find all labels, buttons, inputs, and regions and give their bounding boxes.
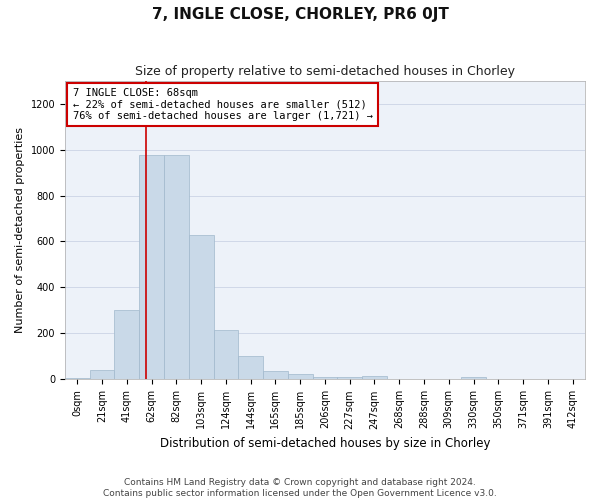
Bar bbox=[461, 377, 486, 380]
Bar bbox=[362, 376, 387, 380]
X-axis label: Distribution of semi-detached houses by size in Chorley: Distribution of semi-detached houses by … bbox=[160, 437, 490, 450]
Bar bbox=[164, 156, 189, 380]
Bar bbox=[238, 356, 263, 380]
Bar bbox=[263, 372, 288, 380]
Bar bbox=[89, 370, 115, 380]
Text: 7, INGLE CLOSE, CHORLEY, PR6 0JT: 7, INGLE CLOSE, CHORLEY, PR6 0JT bbox=[152, 8, 448, 22]
Bar bbox=[189, 234, 214, 380]
Bar bbox=[337, 377, 362, 380]
Y-axis label: Number of semi-detached properties: Number of semi-detached properties bbox=[15, 127, 25, 333]
Bar bbox=[115, 310, 139, 380]
Bar bbox=[313, 377, 337, 380]
Title: Size of property relative to semi-detached houses in Chorley: Size of property relative to semi-detach… bbox=[135, 65, 515, 78]
Bar bbox=[288, 374, 313, 380]
Bar bbox=[214, 330, 238, 380]
Bar bbox=[65, 378, 89, 380]
Text: Contains HM Land Registry data © Crown copyright and database right 2024.
Contai: Contains HM Land Registry data © Crown c… bbox=[103, 478, 497, 498]
Text: 7 INGLE CLOSE: 68sqm
← 22% of semi-detached houses are smaller (512)
76% of semi: 7 INGLE CLOSE: 68sqm ← 22% of semi-detac… bbox=[73, 88, 373, 121]
Bar bbox=[139, 156, 164, 380]
